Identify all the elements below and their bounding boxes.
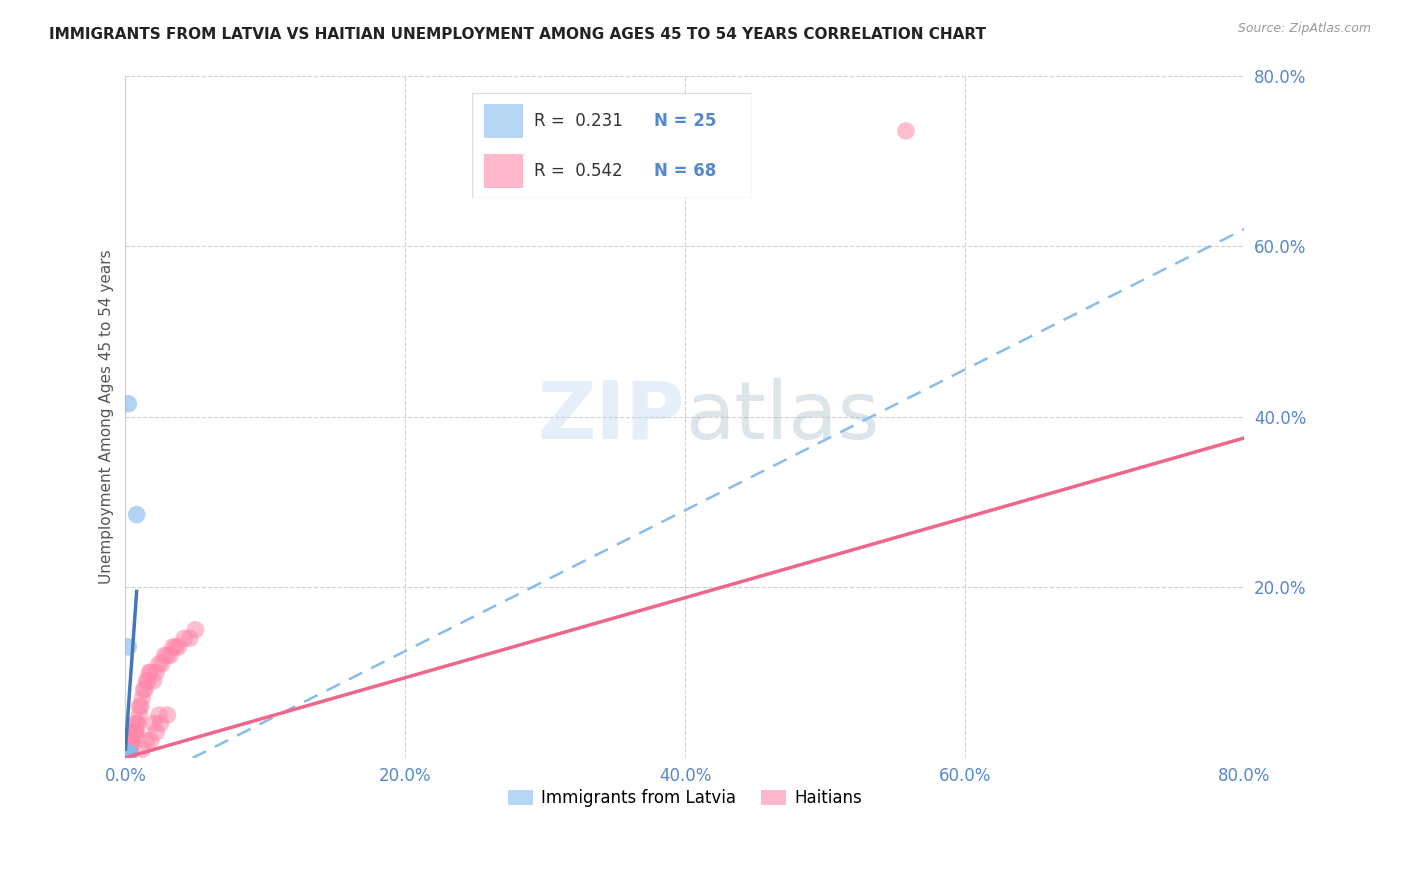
Point: [115, 747, 138, 761]
Point: [122, 725, 145, 739]
Point: [128, 708, 150, 723]
Point: [153, 648, 176, 663]
Point: [117, 747, 139, 761]
Point: [162, 640, 184, 654]
Point: [118, 742, 141, 756]
Point: [118, 742, 141, 756]
Point: [115, 747, 138, 761]
Point: [156, 648, 179, 663]
Point: [148, 708, 170, 723]
Point: [115, 747, 138, 761]
Point: [117, 747, 139, 761]
Point: [118, 742, 141, 756]
Point: [142, 716, 165, 731]
Point: [149, 716, 172, 731]
Text: Source: ZipAtlas.com: Source: ZipAtlas.com: [1237, 22, 1371, 36]
Point: [156, 708, 179, 723]
Point: [118, 747, 141, 761]
Point: [173, 632, 195, 646]
Point: [184, 623, 207, 637]
Point: [115, 747, 138, 761]
Point: [894, 124, 917, 138]
Point: [115, 747, 138, 761]
Point: [128, 699, 150, 714]
Point: [117, 742, 139, 756]
Point: [134, 682, 156, 697]
Point: [115, 747, 138, 761]
Point: [115, 747, 138, 761]
Point: [139, 665, 162, 680]
Point: [131, 742, 153, 756]
Point: [117, 747, 139, 761]
Point: [167, 640, 190, 654]
Point: [115, 747, 138, 761]
Point: [165, 640, 187, 654]
Point: [135, 673, 157, 688]
Point: [145, 725, 167, 739]
Point: [115, 747, 138, 761]
Point: [115, 747, 138, 761]
Point: [159, 648, 181, 663]
Point: [117, 747, 139, 761]
Text: IMMIGRANTS FROM LATVIA VS HAITIAN UNEMPLOYMENT AMONG AGES 45 TO 54 YEARS CORRELA: IMMIGRANTS FROM LATVIA VS HAITIAN UNEMPL…: [49, 27, 986, 42]
Text: ZIP: ZIP: [537, 377, 685, 456]
Point: [124, 725, 146, 739]
Point: [125, 725, 148, 739]
Point: [115, 747, 138, 761]
Point: [135, 733, 157, 747]
Point: [145, 665, 167, 680]
Point: [115, 747, 138, 761]
Point: [115, 747, 138, 761]
Point: [115, 747, 138, 761]
Point: [125, 508, 148, 522]
Point: [115, 747, 138, 761]
Point: [115, 747, 138, 761]
Y-axis label: Unemployment Among Ages 45 to 54 years: Unemployment Among Ages 45 to 54 years: [100, 249, 114, 584]
Point: [148, 657, 170, 671]
Point: [120, 733, 142, 747]
Point: [139, 733, 162, 747]
Point: [121, 733, 143, 747]
Point: [117, 747, 139, 761]
Point: [129, 699, 152, 714]
Point: [115, 747, 138, 761]
Point: [117, 397, 139, 411]
Point: [118, 742, 141, 756]
Point: [115, 747, 138, 761]
Legend: Immigrants from Latvia, Haitians: Immigrants from Latvia, Haitians: [501, 783, 869, 814]
Point: [127, 716, 149, 731]
Point: [131, 690, 153, 705]
Point: [117, 742, 139, 756]
Text: atlas: atlas: [685, 377, 879, 456]
Point: [121, 733, 143, 747]
Point: [117, 747, 139, 761]
Point: [138, 665, 160, 680]
Point: [117, 747, 139, 761]
Point: [136, 673, 159, 688]
Point: [132, 682, 155, 697]
Point: [115, 747, 138, 761]
Point: [117, 640, 139, 654]
Point: [150, 657, 173, 671]
Point: [118, 742, 141, 756]
Point: [115, 747, 138, 761]
Point: [117, 742, 139, 756]
Point: [115, 747, 138, 761]
Point: [115, 747, 138, 761]
Point: [142, 673, 165, 688]
Point: [115, 747, 138, 761]
Point: [115, 747, 138, 761]
Point: [120, 733, 142, 747]
Point: [179, 632, 201, 646]
Point: [122, 725, 145, 739]
Point: [115, 747, 138, 761]
Point: [120, 733, 142, 747]
Point: [125, 716, 148, 731]
Point: [115, 747, 138, 761]
Point: [117, 747, 139, 761]
Point: [124, 716, 146, 731]
Point: [115, 747, 138, 761]
Point: [115, 747, 138, 761]
Point: [115, 747, 138, 761]
